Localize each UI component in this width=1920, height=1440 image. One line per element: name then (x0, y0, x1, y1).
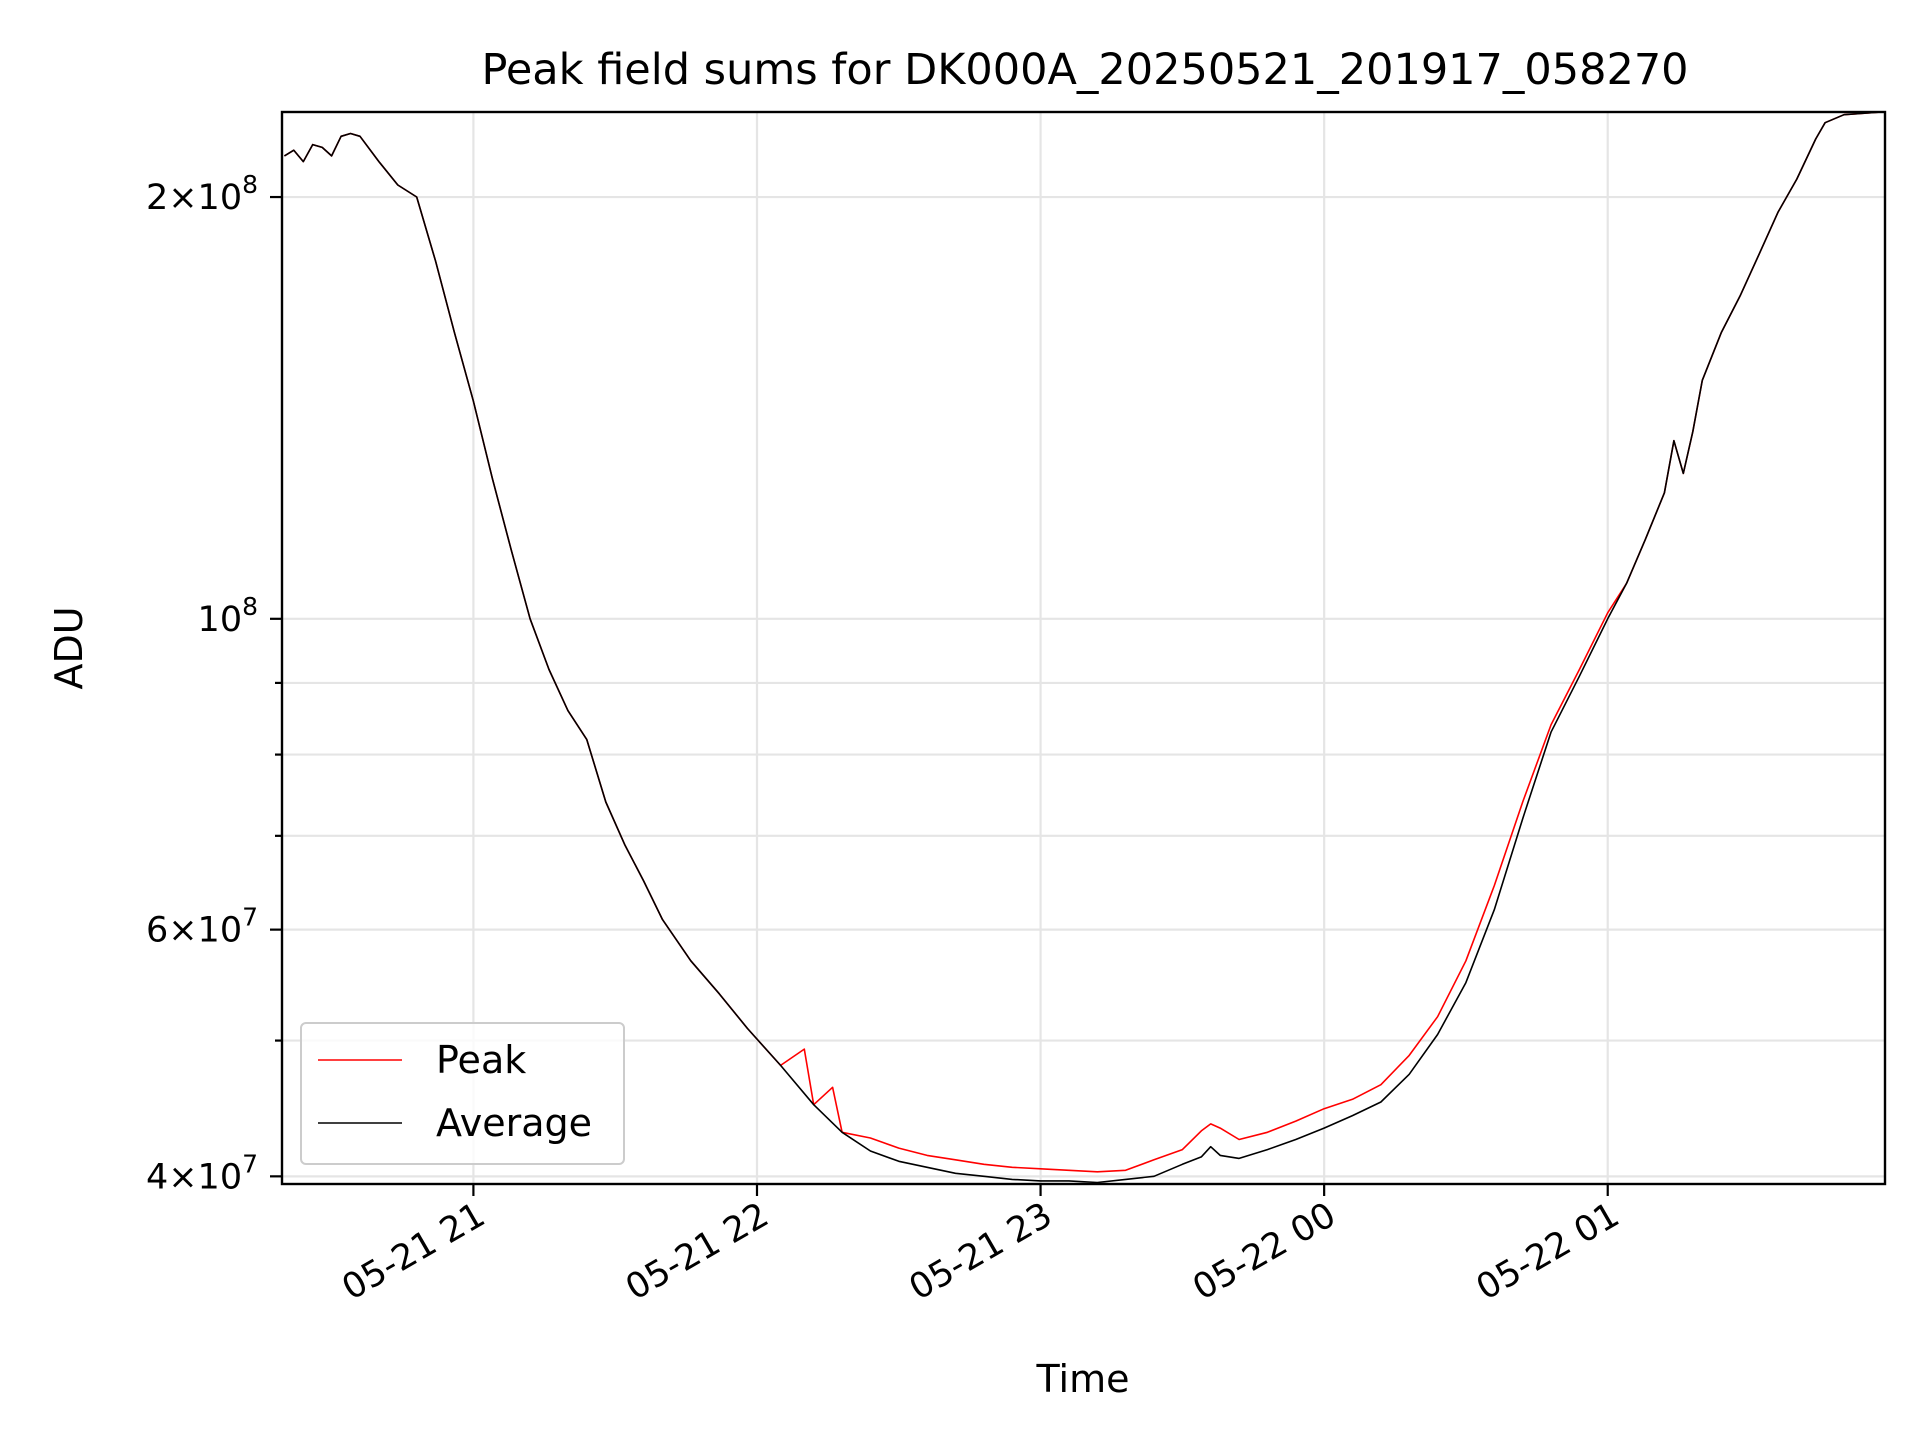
legend-label-average: Average (436, 1101, 592, 1145)
y-tick-label: 4×107 (146, 1149, 258, 1197)
chart-title: Peak field sums for DK000A_20250521_2019… (481, 45, 1688, 95)
legend-label-peak: Peak (436, 1038, 526, 1082)
y-axis-label: ADU (47, 606, 91, 689)
y-tick-label: 108 (198, 592, 258, 640)
plot-frame (280, 110, 1887, 1186)
y-axis: 4×107 6×107 108 2×108 (146, 170, 282, 1197)
legend: Peak Average (300, 1022, 625, 1165)
legend-box (300, 1022, 625, 1165)
y-tick-label: 6×107 (146, 903, 258, 951)
plot-area (280, 110, 1887, 1186)
plot-background (282, 112, 1885, 1184)
series-line-average (283, 111, 1882, 1184)
grid-layer (282, 112, 1885, 1184)
series-layer (283, 111, 1882, 1184)
y-tick-label: 2×108 (146, 170, 258, 218)
x-axis-label: Time (1036, 1357, 1130, 1401)
